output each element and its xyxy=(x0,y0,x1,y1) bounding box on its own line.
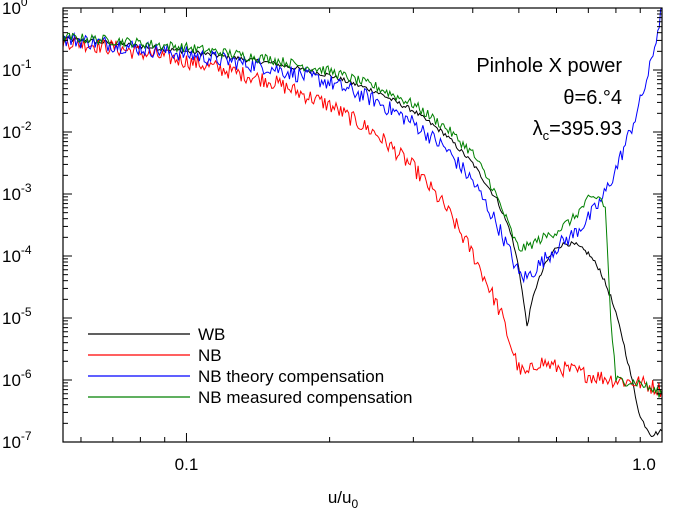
series-line-3 xyxy=(62,32,663,398)
y-tick-label: 10-2 xyxy=(2,119,32,142)
plot-frame xyxy=(62,7,663,443)
legend-label: NB theory compensation xyxy=(198,367,384,386)
y-tick-label: 100 xyxy=(2,0,28,18)
y-tick-label: 10-7 xyxy=(2,429,32,452)
legend: WB NB NB theory compensation NB measured co… xyxy=(88,325,413,407)
y-tick-label: 10-3 xyxy=(2,181,32,204)
legend-label: NB measured compensation xyxy=(198,388,413,407)
y-tick-label: 10-1 xyxy=(2,57,32,80)
axes-group: 100 10-1 10-2 10-3 10-4 10-5 10-6 10-7 0.1 1.0 u/u… xyxy=(2,0,663,511)
x-axis-label: u/u0 xyxy=(328,488,359,511)
annotation-theta: θ=6.°4 xyxy=(563,87,622,109)
y-tick-label: 10-4 xyxy=(2,243,32,266)
y-tick-label: 10-6 xyxy=(2,367,32,390)
annotation-group: Pinhole X power θ=6.°4 λc=395.93 xyxy=(476,55,622,143)
series-line-1 xyxy=(62,36,663,398)
y-tick-label: 10-5 xyxy=(2,305,32,328)
series-line-0 xyxy=(62,35,663,438)
annotation-lambda: λc=395.93 xyxy=(533,118,622,143)
x-tick-label: 0.1 xyxy=(175,455,199,474)
legend-label: NB xyxy=(198,346,222,365)
legend-label: WB xyxy=(198,325,225,344)
annotation-title: Pinhole X power xyxy=(476,55,622,77)
series-group xyxy=(62,7,663,438)
x-tick-label: 1.0 xyxy=(632,455,656,474)
series-line-2 xyxy=(62,7,663,284)
